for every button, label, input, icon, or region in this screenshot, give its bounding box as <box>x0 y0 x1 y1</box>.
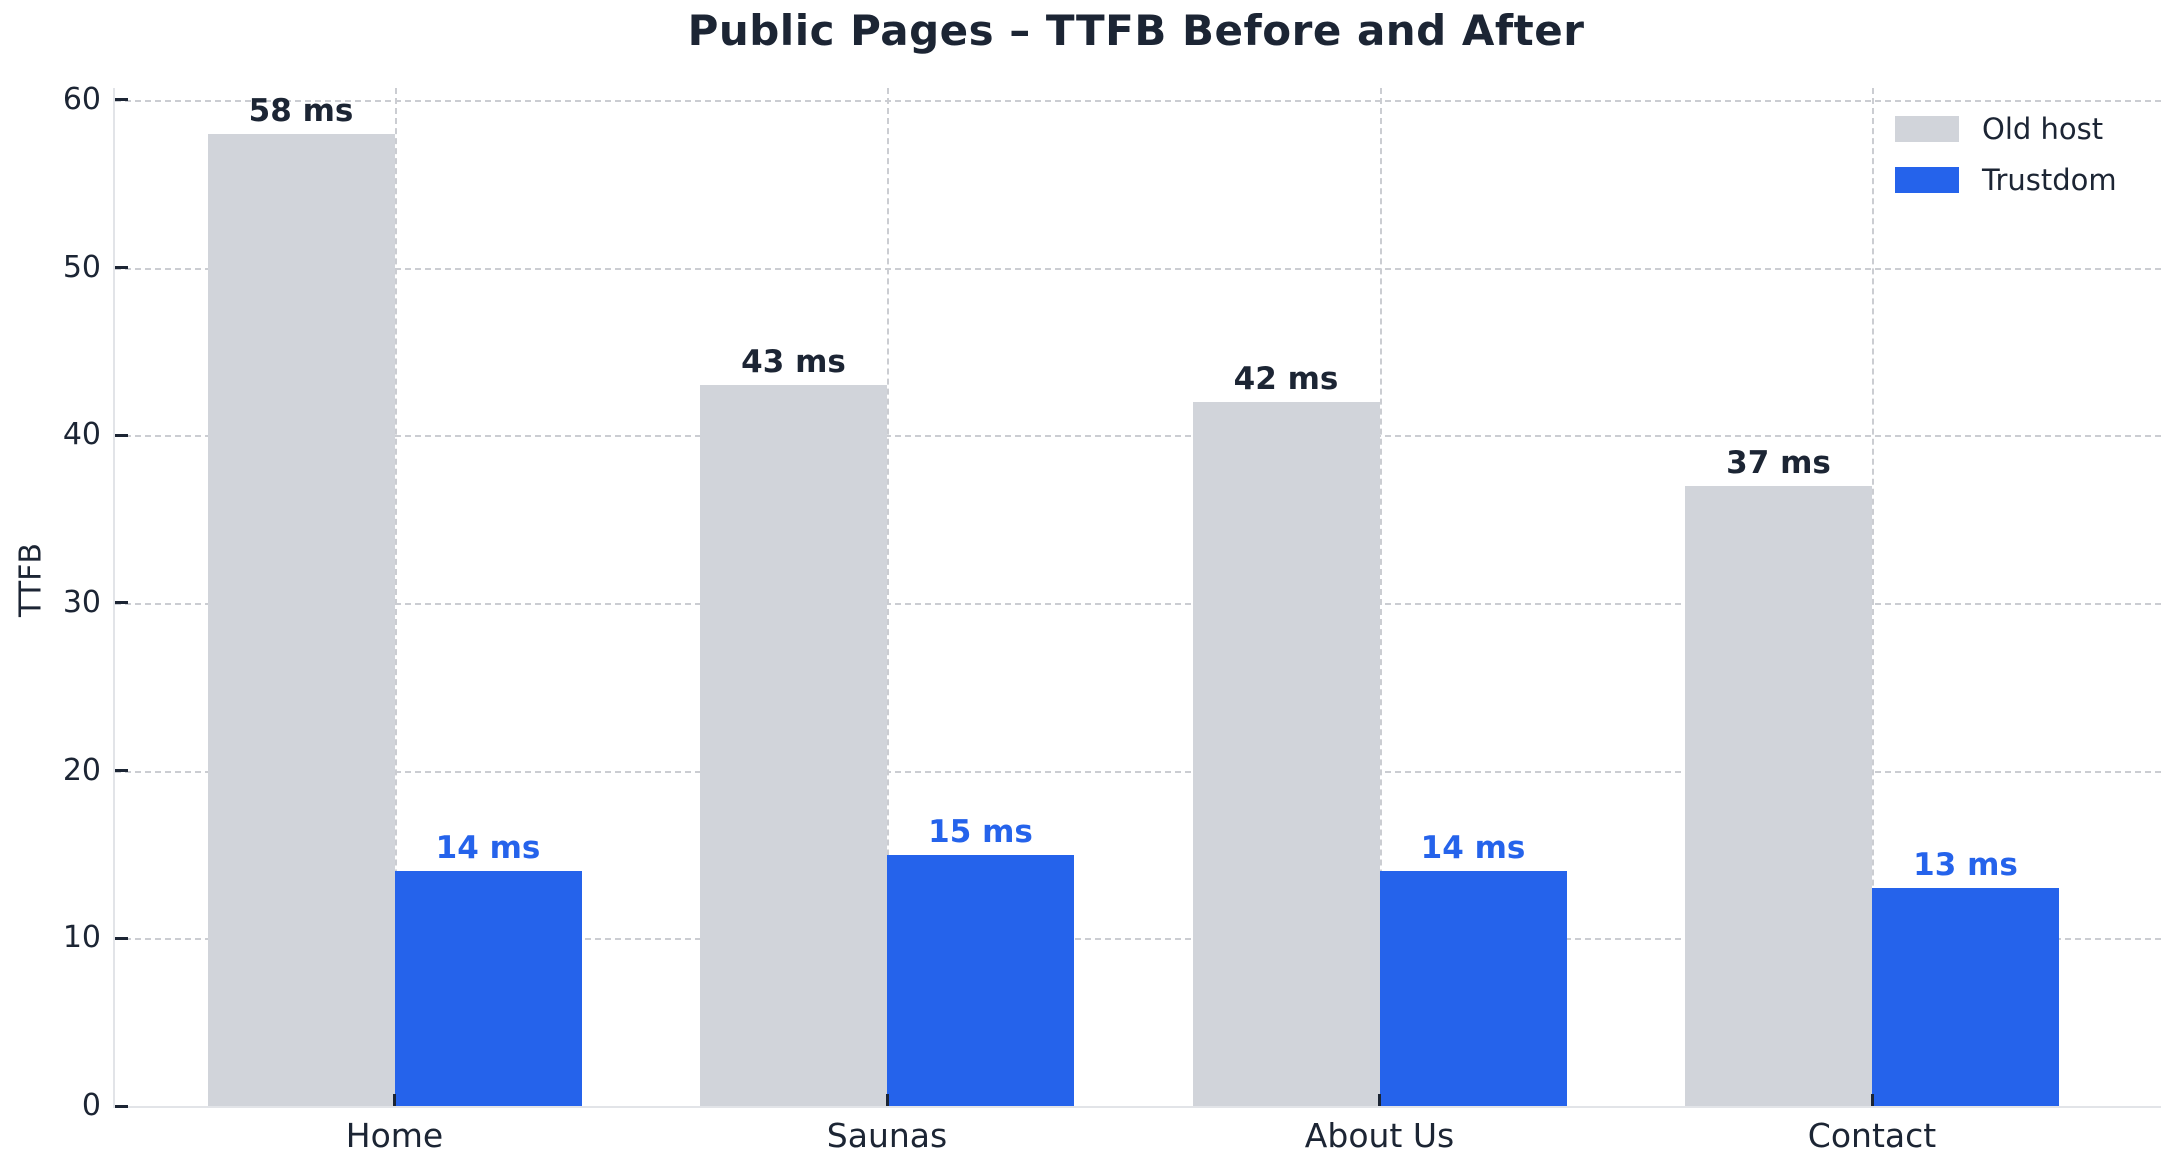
x-tick-mark-0 <box>393 1094 396 1106</box>
x-tick-mark-3 <box>1870 1094 1874 1106</box>
bar-value-label: 42 ms <box>1233 360 1339 397</box>
x-tick-mark-2 <box>1378 1094 1381 1106</box>
gridline-horizontal-60 <box>115 99 2161 102</box>
x-tick-mark-1 <box>885 1094 889 1106</box>
bar-value-label: 13 ms <box>1913 847 2018 884</box>
bar-old-host-home <box>207 133 395 1106</box>
bar-value-label: 14 ms <box>1420 830 1526 867</box>
y-tick-mark-0 <box>115 1104 128 1108</box>
y-tick-label-60: 60 <box>62 81 101 117</box>
bar-value-label: 14 ms <box>435 830 541 867</box>
y-tick-label-30: 30 <box>62 584 101 620</box>
y-tick-mark-20 <box>115 769 128 773</box>
y-tick-label-40: 40 <box>62 417 101 453</box>
plot-area: 0 10 20 30 40 50 60 58 ms 43 ms 42 ms 37 ms 14 ms 15… <box>63 82 2161 1155</box>
bar-value-label: 58 ms <box>248 92 354 129</box>
x-tick-label-0: Home <box>345 1116 444 1155</box>
legend-swatch-old-host <box>1895 116 1959 142</box>
legend-item-trustdom: Trustdom <box>1895 163 2117 197</box>
bar-trustdom-about-us <box>1379 871 1567 1106</box>
bar-trustdom-saunas <box>887 854 1074 1106</box>
bar-trustdom-home <box>394 871 582 1106</box>
legend: Old host Trustdom <box>1895 112 2117 214</box>
bar-trustdom-contact <box>1872 888 2059 1106</box>
gridline-horizontal-40 <box>115 435 2161 438</box>
gridline-horizontal-30 <box>115 602 2161 605</box>
y-tick-mark-10 <box>115 936 128 940</box>
y-tick-mark-60 <box>115 98 128 102</box>
y-tick-label-10: 10 <box>62 920 101 956</box>
gridline-vertical-2 <box>1379 88 1382 1106</box>
legend-label-old-host: Old host <box>1982 112 2104 146</box>
legend-swatch-trustdom <box>1895 167 1959 193</box>
y-tick-label-0: 0 <box>81 1088 101 1123</box>
bar-old-host-about-us <box>1192 401 1380 1106</box>
gridline-horizontal-50 <box>115 267 2161 270</box>
y-tick-label-20: 20 <box>62 752 101 788</box>
y-tick-mark-30 <box>115 601 128 605</box>
bar-value-label: 15 ms <box>928 813 1033 850</box>
legend-label-trustdom: Trustdom <box>1982 163 2117 197</box>
y-tick-label-50: 50 <box>62 249 101 285</box>
bar-value-label: 37 ms <box>1726 444 1831 481</box>
y-tick-mark-50 <box>115 266 128 270</box>
gridline-horizontal-20 <box>115 770 2161 773</box>
bar-old-host-contact <box>1685 485 1872 1106</box>
x-tick-label-3: Contact <box>1807 1116 1937 1155</box>
gridline-vertical-0 <box>394 88 397 1106</box>
bar-value-label: 43 ms <box>741 344 846 381</box>
x-tick-label-1: Saunas <box>826 1116 948 1155</box>
chart-title: Public Pages – TTFB Before and After <box>687 6 1585 55</box>
bar-old-host-saunas <box>700 385 887 1106</box>
x-tick-label-2: About Us <box>1304 1116 1455 1155</box>
gridline-horizontal-10 <box>115 938 2161 941</box>
gridline-vertical-3 <box>1872 88 1874 1106</box>
legend-item-old-host: Old host <box>1895 112 2117 146</box>
gridline-vertical-1 <box>887 88 889 1106</box>
y-tick-mark-40 <box>115 433 128 437</box>
